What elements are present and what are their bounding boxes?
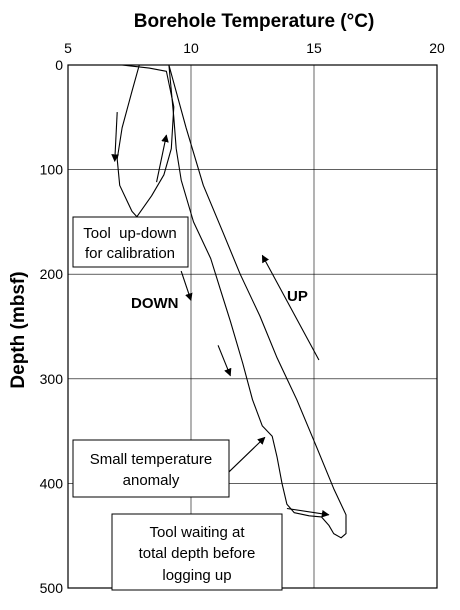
arrow-6 <box>286 507 330 518</box>
x-tick-labels: 5 10 15 20 <box>64 40 445 56</box>
y-tick-label-5: 500 <box>40 580 64 596</box>
annotation-up: UP <box>287 288 308 305</box>
annotation-calibration: Tool up-down for calibration <box>72 216 189 268</box>
arrow-1 <box>156 134 169 183</box>
annotation-anomaly: Small temperature anomaly <box>72 439 230 498</box>
grid-lines <box>67 64 438 589</box>
y-tick-label-1: 100 <box>40 162 64 178</box>
x-tick-label-0: 5 <box>64 40 72 56</box>
series-group <box>102 64 347 539</box>
y-tick-label-2: 200 <box>40 266 64 282</box>
annotation-down: DOWN <box>131 295 179 312</box>
annotation-calibration-box <box>72 216 189 268</box>
annotation-waiting-box <box>111 513 283 591</box>
annotation-anomaly-box <box>72 439 230 498</box>
arrow-group <box>111 112 330 518</box>
x-tick-label-2: 15 <box>306 40 322 56</box>
arrow-2 <box>180 270 193 302</box>
annotation-anomaly-line1: Small temperature <box>90 451 213 468</box>
series-line-0 <box>102 64 175 218</box>
annotation-waiting: Tool waiting at total depth before loggi… <box>111 513 283 591</box>
annotation-waiting-line3: logging up <box>162 567 231 584</box>
y-tick-label-3: 300 <box>40 371 64 387</box>
x-tick-label-1: 10 <box>183 40 199 56</box>
chart-title: Borehole Temperature (°C) <box>134 11 375 32</box>
arrow-5 <box>227 436 266 474</box>
annotation-calibration-line2: for calibration <box>85 245 175 262</box>
annotation-waiting-line2: total depth before <box>139 545 256 562</box>
annotation-waiting-line1: Tool waiting at <box>149 524 245 541</box>
annotation-anomaly-line2: anomaly <box>123 472 180 489</box>
arrow-3 <box>217 345 232 377</box>
arrow-4 <box>261 254 320 361</box>
x-tick-label-3: 20 <box>429 40 445 56</box>
y-tick-label-4: 400 <box>40 475 64 491</box>
y-tick-label-0: 0 <box>55 57 63 73</box>
plot-frame <box>67 64 438 589</box>
y-axis-label: Depth (mbsf) <box>8 271 29 388</box>
series-line-1 <box>168 64 347 539</box>
y-tick-labels: 0 100 200 300 400 500 <box>40 57 64 596</box>
annotation-calibration-line1: Tool up-down <box>83 225 176 242</box>
arrow-0 <box>111 112 119 163</box>
